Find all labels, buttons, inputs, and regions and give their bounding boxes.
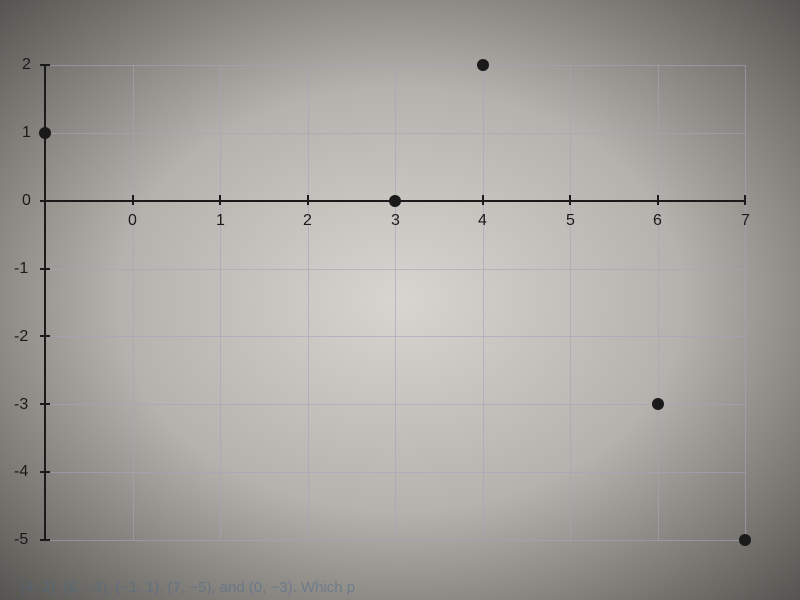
grid-h	[45, 404, 745, 405]
grid-h	[45, 65, 745, 66]
y-label: 1	[22, 124, 31, 142]
grid-v	[308, 65, 309, 540]
grid-v	[745, 65, 746, 540]
x-label: 6	[653, 212, 662, 230]
scatter-point	[652, 398, 664, 410]
scatter-point	[477, 59, 489, 71]
grid-v	[483, 65, 484, 540]
grid-v	[133, 65, 134, 540]
y-tick	[40, 200, 50, 202]
grid-v	[658, 65, 659, 540]
y-label: -1	[14, 260, 28, 278]
y-label: 2	[22, 56, 31, 74]
x-tick	[569, 195, 571, 205]
x-label: 2	[303, 212, 312, 230]
x-label: 7	[741, 212, 750, 230]
x-label: 1	[216, 212, 225, 230]
scatter-point	[739, 534, 751, 546]
y-tick	[40, 64, 50, 66]
x-label: 0	[128, 212, 137, 230]
y-label: -3	[14, 396, 28, 414]
y-tick	[40, 539, 50, 541]
y-tick	[40, 471, 50, 473]
grid-h	[45, 133, 745, 134]
y-tick	[40, 403, 50, 405]
x-label: 5	[566, 212, 575, 230]
y-label: -4	[14, 463, 28, 481]
scatter-chart: 0 1 2 3 4 5 6 7 2 1 0 -1 -2 -3 -4 -5	[0, 0, 800, 600]
grid-h	[45, 336, 745, 337]
y-label: 0	[22, 192, 31, 210]
grid-v	[570, 65, 571, 540]
y-label: -2	[14, 328, 28, 346]
scatter-point	[39, 127, 51, 139]
grid-h	[45, 540, 745, 541]
scatter-point	[389, 195, 401, 207]
x-tick	[657, 195, 659, 205]
caption-fragment: (4, 2), (6, −3), (−1, 1), (7, −5), and (…	[20, 579, 355, 596]
x-tick	[307, 195, 309, 205]
grid-v	[220, 65, 221, 540]
y-tick	[40, 268, 50, 270]
y-tick	[40, 335, 50, 337]
grid-v	[395, 65, 396, 540]
x-label: 3	[391, 212, 400, 230]
x-tick	[219, 195, 221, 205]
x-label: 4	[478, 212, 487, 230]
grid-h	[45, 472, 745, 473]
y-label: -5	[14, 531, 28, 549]
grid-h	[45, 269, 745, 270]
x-tick	[482, 195, 484, 205]
x-tick	[744, 195, 746, 205]
x-tick	[132, 195, 134, 205]
